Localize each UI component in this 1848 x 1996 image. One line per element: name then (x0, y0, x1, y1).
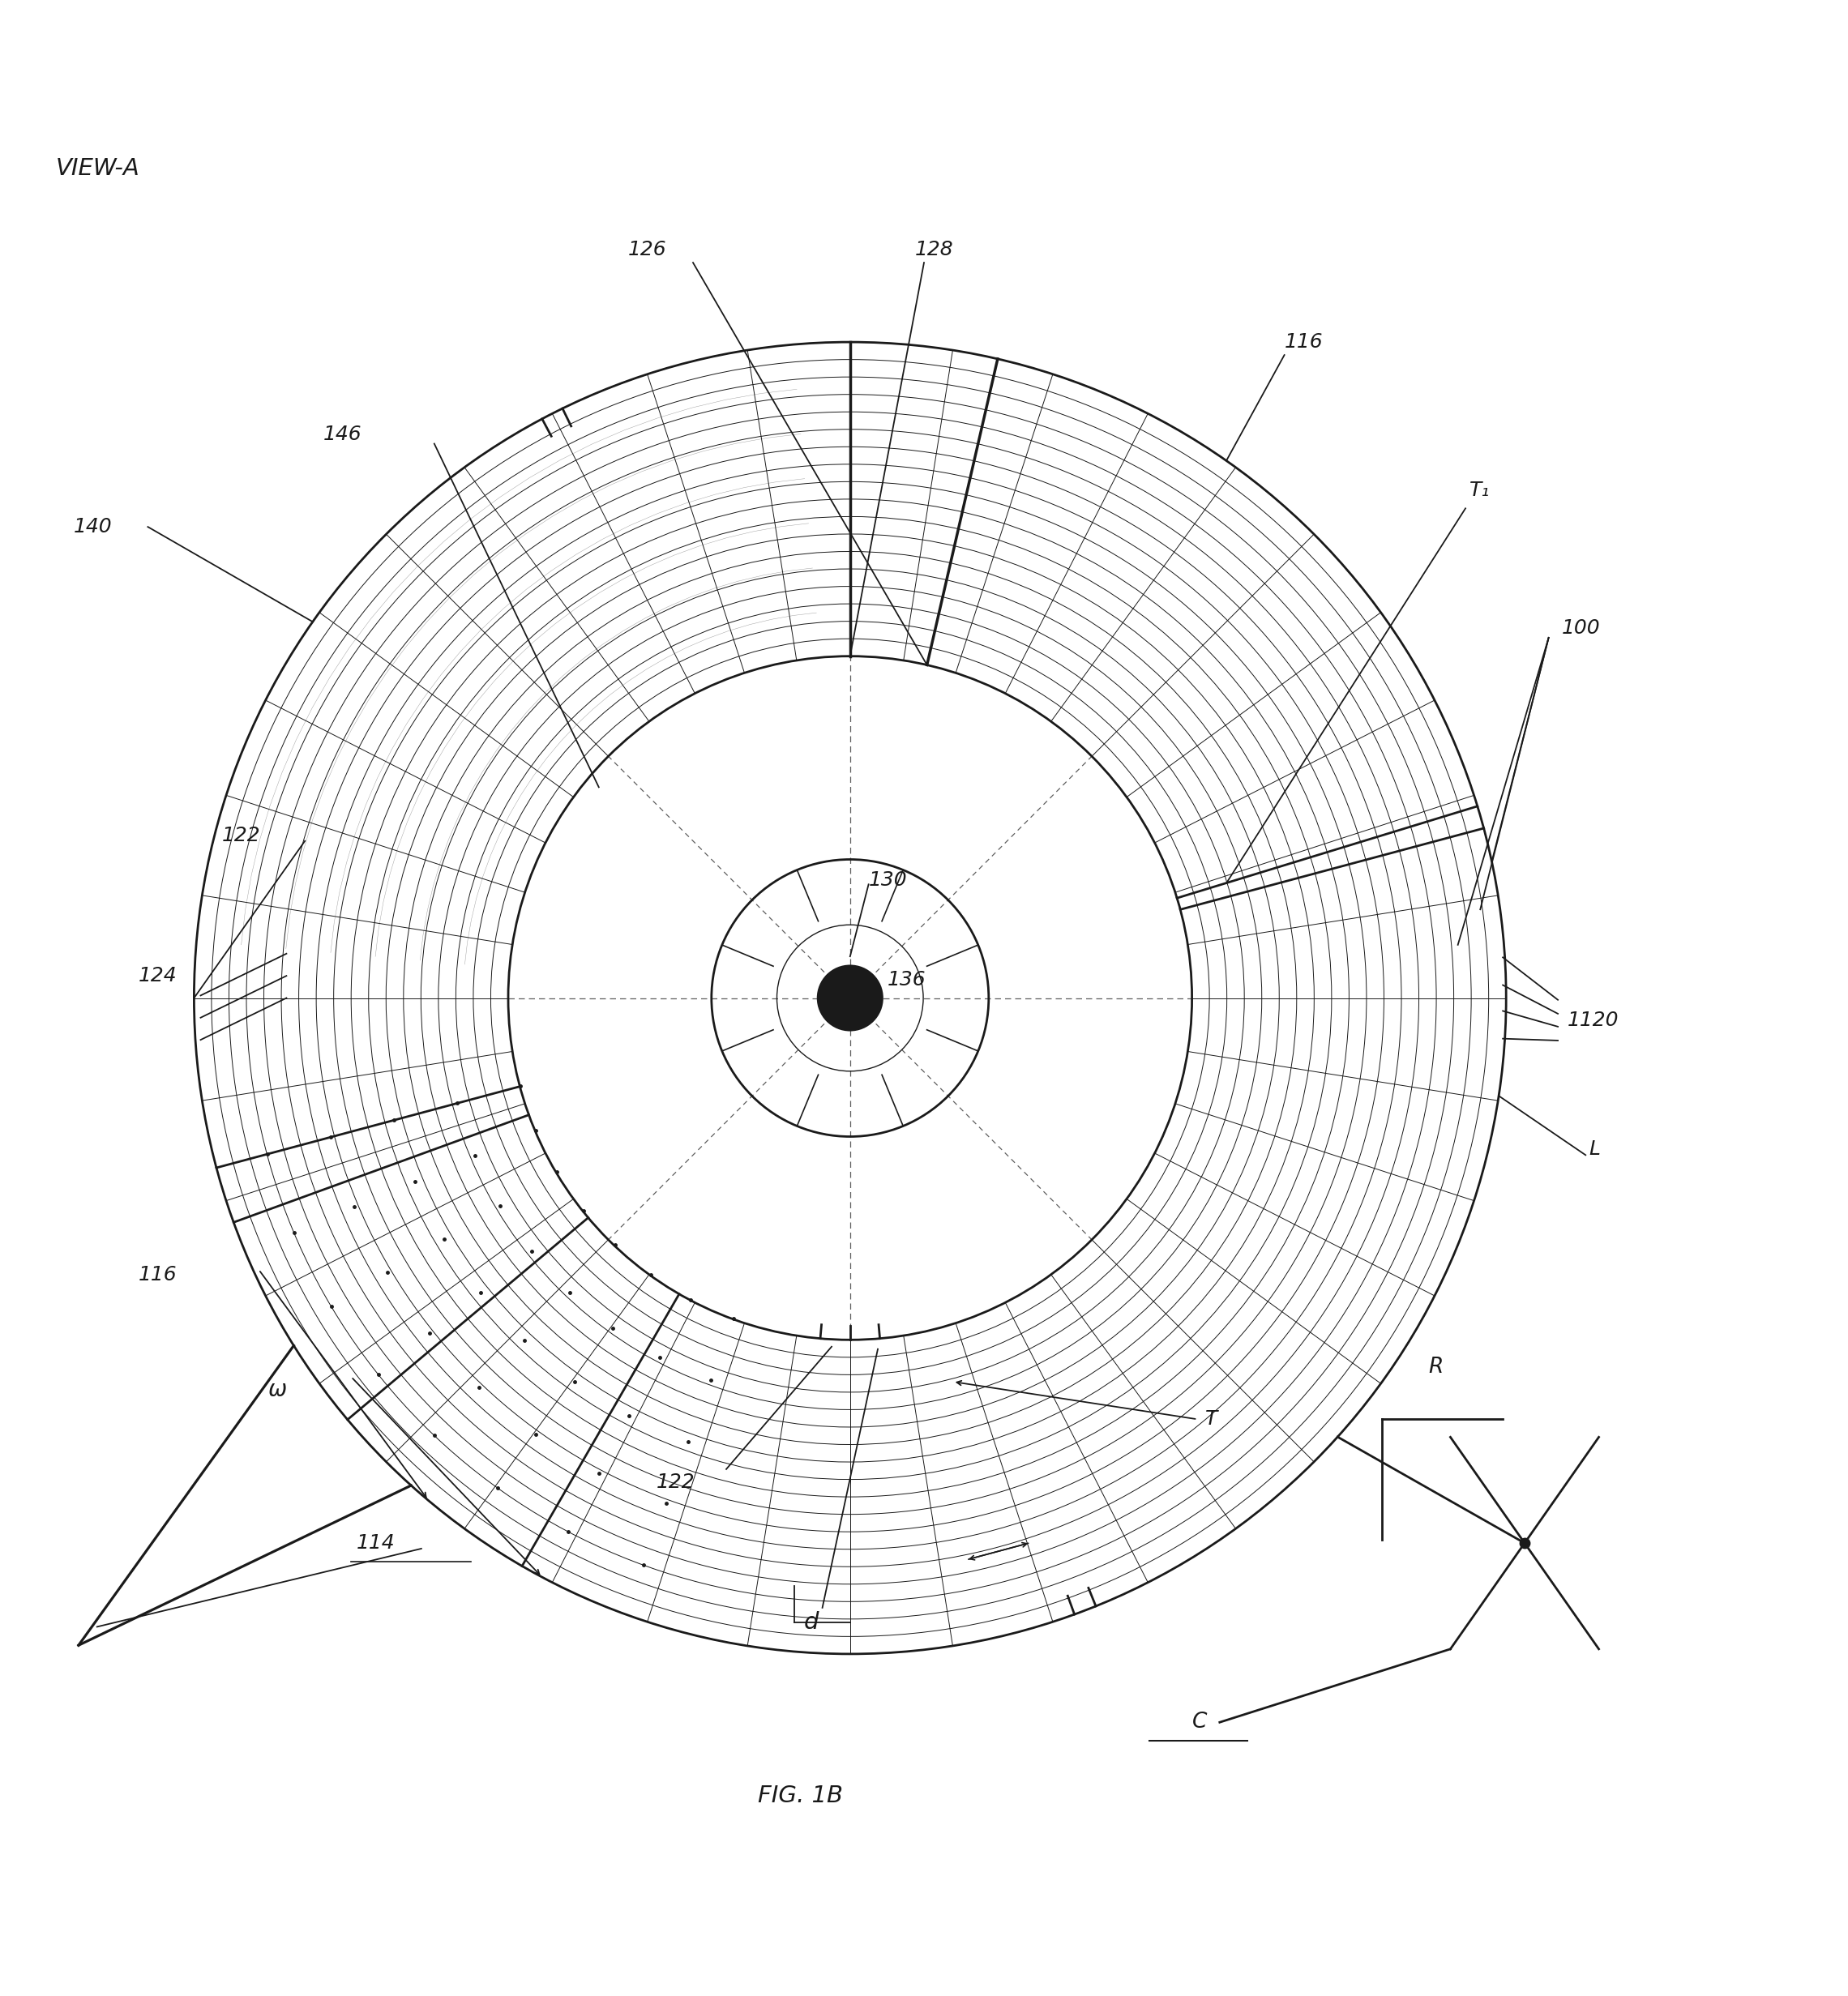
Text: d: d (804, 1611, 819, 1635)
Text: C: C (1192, 1713, 1207, 1733)
Text: 146: 146 (323, 425, 362, 445)
Text: 1120: 1120 (1567, 1010, 1619, 1030)
Circle shape (194, 341, 1506, 1655)
Text: FIG. 1B: FIG. 1B (758, 1784, 843, 1808)
Text: 128: 128 (915, 240, 954, 259)
Text: T: T (1205, 1409, 1218, 1429)
Text: ω: ω (268, 1379, 286, 1401)
Circle shape (711, 860, 989, 1136)
Text: 122: 122 (222, 826, 261, 844)
Text: VIEW-A: VIEW-A (55, 158, 140, 180)
Text: 126: 126 (628, 240, 667, 259)
Text: 136: 136 (887, 970, 926, 990)
Circle shape (817, 964, 883, 1032)
Text: 116: 116 (139, 1265, 177, 1285)
Text: 116: 116 (1284, 333, 1323, 351)
Text: 130: 130 (869, 870, 907, 890)
Text: R: R (1429, 1357, 1443, 1377)
Text: 114: 114 (357, 1533, 395, 1553)
Text: 100: 100 (1562, 619, 1600, 639)
Text: 122: 122 (656, 1473, 695, 1491)
Text: T₁: T₁ (1469, 481, 1489, 499)
Circle shape (508, 657, 1192, 1339)
Text: 124: 124 (139, 966, 177, 986)
Text: L: L (1589, 1140, 1600, 1160)
Text: 140: 140 (74, 517, 113, 537)
